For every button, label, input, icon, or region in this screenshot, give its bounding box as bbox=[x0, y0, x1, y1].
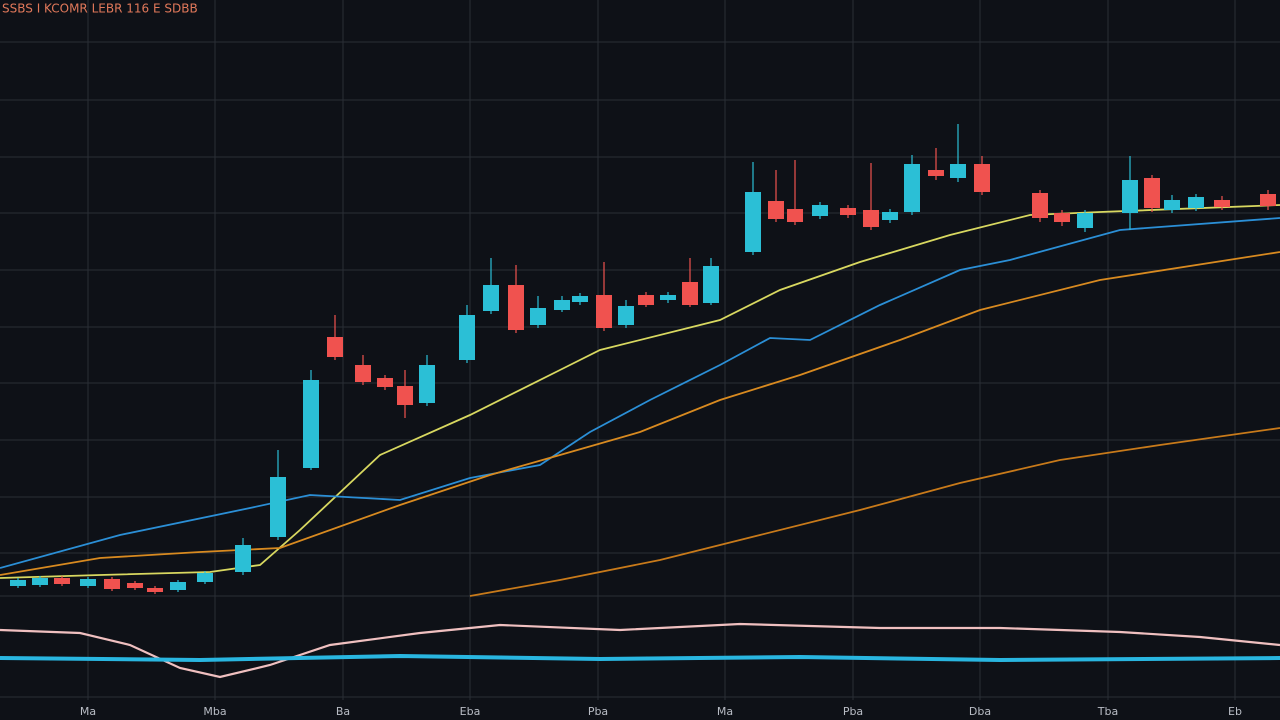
chart-title: SSBS I KCOMR LEBR 116 E SDBB bbox=[2, 2, 198, 16]
candle-body bbox=[863, 210, 879, 227]
candle-body bbox=[1122, 180, 1138, 213]
candle-body bbox=[197, 573, 213, 582]
line bbox=[0, 653, 1280, 663]
candle-body bbox=[127, 583, 143, 588]
candle-body bbox=[974, 164, 990, 192]
candle-body bbox=[10, 580, 26, 586]
candle-body bbox=[54, 578, 70, 584]
candle-body bbox=[882, 212, 898, 220]
candle-body bbox=[235, 545, 251, 572]
candle-body bbox=[745, 192, 761, 252]
x-tick-label: Eb bbox=[1228, 705, 1242, 718]
candle-body bbox=[104, 579, 120, 589]
candle-body bbox=[638, 295, 654, 305]
x-tick-label: Ma bbox=[717, 705, 733, 718]
candle-body bbox=[147, 588, 163, 592]
candle-body bbox=[80, 579, 96, 586]
candle-body bbox=[327, 337, 343, 357]
line bbox=[0, 622, 1280, 679]
candle-body bbox=[1054, 213, 1070, 222]
candle-body bbox=[508, 285, 524, 330]
candle-body bbox=[703, 266, 719, 303]
candle-body bbox=[618, 306, 634, 325]
candle-body bbox=[1214, 200, 1230, 207]
candle-body bbox=[1164, 200, 1180, 210]
candle-body bbox=[397, 386, 413, 405]
x-tick-label: Ma bbox=[80, 705, 96, 718]
candle-body bbox=[840, 208, 856, 215]
x-tick-label: Mba bbox=[203, 705, 226, 718]
candle-body bbox=[572, 296, 588, 302]
candle-body bbox=[530, 308, 546, 325]
line bbox=[0, 217, 1280, 569]
candle-body bbox=[32, 578, 48, 585]
candle-body bbox=[596, 295, 612, 328]
x-tick-label: Pba bbox=[588, 705, 608, 718]
x-tick-label: Dba bbox=[969, 705, 991, 718]
candle-body bbox=[270, 477, 286, 537]
candle-body bbox=[682, 282, 698, 305]
line bbox=[469, 427, 1280, 597]
x-tick-label: Pba bbox=[843, 705, 863, 718]
candle-body bbox=[303, 380, 319, 468]
candle-body bbox=[812, 205, 828, 216]
x-tick-label: Tba bbox=[1097, 705, 1118, 718]
candle-body bbox=[170, 582, 186, 590]
candle-body bbox=[419, 365, 435, 403]
candle-body bbox=[355, 365, 371, 382]
candle-body bbox=[459, 315, 475, 360]
candle-body bbox=[950, 164, 966, 178]
candle-body bbox=[1144, 178, 1160, 208]
candle-body bbox=[660, 295, 676, 300]
candle-body bbox=[787, 209, 803, 222]
line bbox=[0, 204, 1280, 579]
candle-body bbox=[928, 170, 944, 176]
candle-body bbox=[904, 164, 920, 212]
candle-body bbox=[483, 285, 499, 311]
x-tick-label: Eba bbox=[460, 705, 481, 718]
candle-body bbox=[1032, 193, 1048, 218]
candle-body bbox=[377, 378, 393, 387]
candle-body bbox=[554, 300, 570, 310]
candle-body bbox=[1077, 213, 1093, 228]
x-tick-label: Ba bbox=[336, 705, 350, 718]
candle-body bbox=[768, 201, 784, 219]
candle-body bbox=[1260, 194, 1276, 206]
candle-body bbox=[1188, 197, 1204, 208]
line bbox=[0, 251, 1280, 576]
